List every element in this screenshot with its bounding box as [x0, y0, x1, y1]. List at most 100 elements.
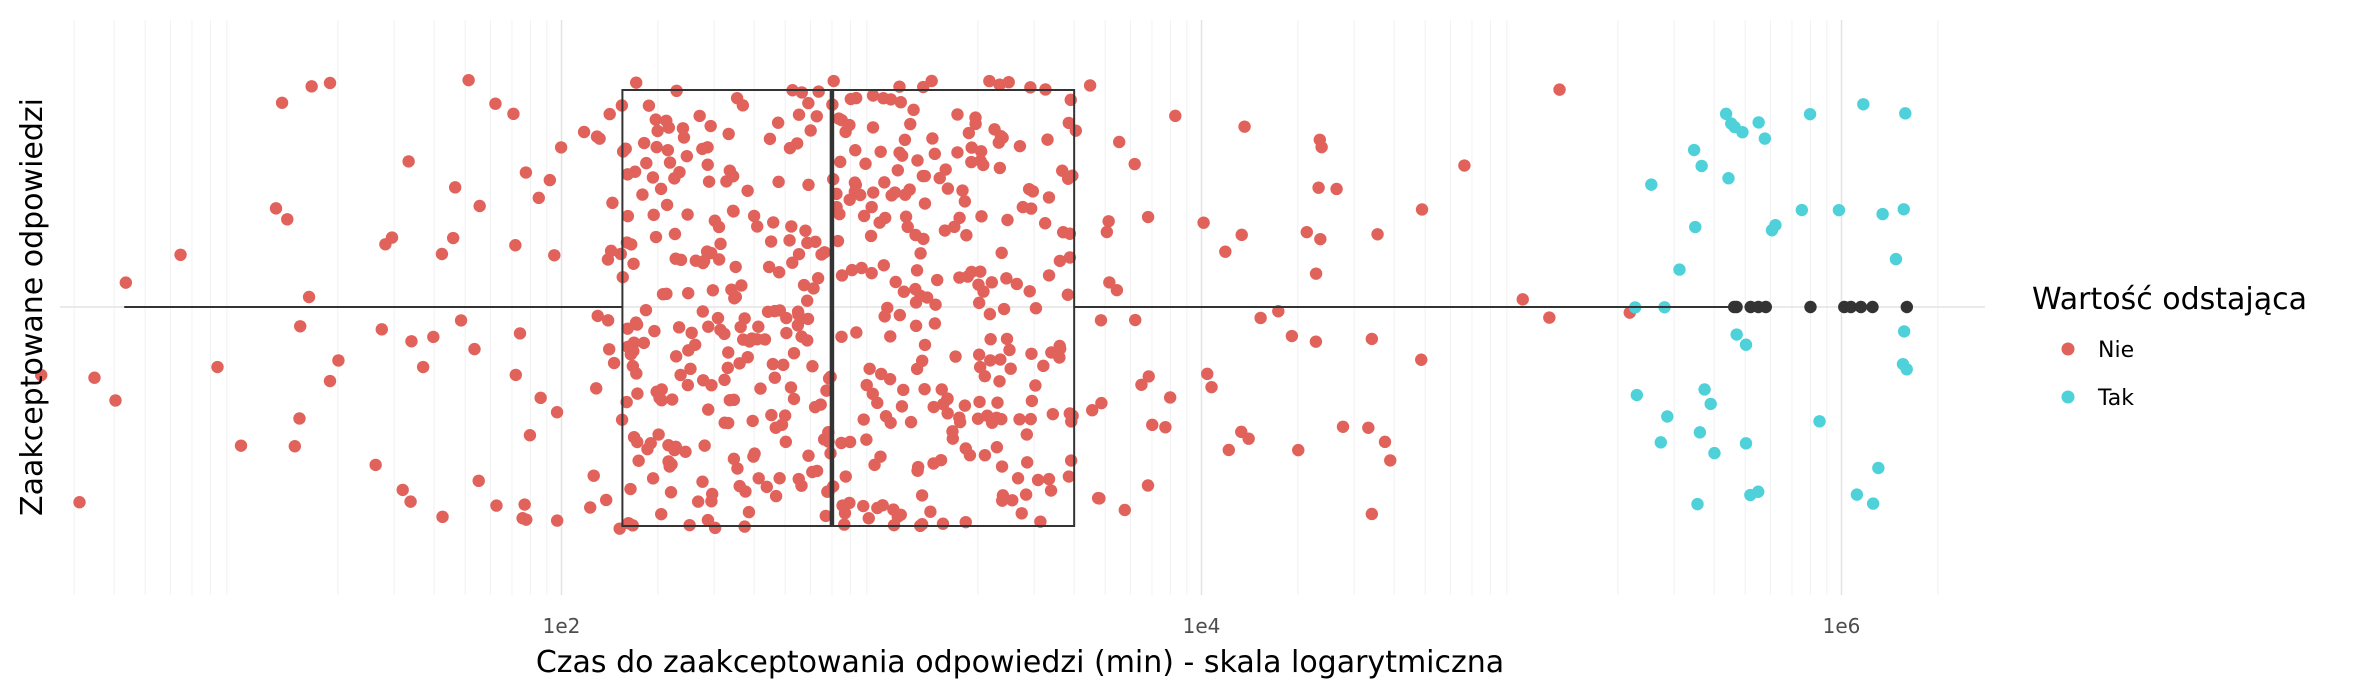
point-nie — [1029, 379, 1042, 392]
point-nie — [625, 238, 638, 251]
point-nie — [915, 518, 929, 531]
point-nie — [1037, 359, 1050, 373]
point-nie — [797, 278, 811, 292]
point-tak — [1795, 203, 1809, 217]
point-nie — [935, 383, 948, 396]
point-nie — [402, 155, 415, 168]
point-nie — [656, 287, 670, 301]
point-nie — [786, 256, 799, 269]
point-nie — [593, 132, 606, 145]
point-nie — [893, 80, 906, 93]
point-nie — [864, 229, 878, 243]
point-nie — [904, 117, 917, 131]
point-nie — [1000, 332, 1014, 346]
point-nie — [662, 121, 675, 134]
point-nie — [920, 291, 934, 304]
point-nie — [1029, 302, 1043, 315]
point-tak — [1719, 107, 1733, 121]
point-nie — [1024, 81, 1037, 94]
point-nie — [520, 513, 533, 526]
point-tak — [1722, 172, 1735, 185]
point-nie — [990, 441, 1004, 454]
point-nie — [827, 74, 840, 88]
point-nie — [448, 181, 462, 194]
point-nie — [819, 509, 832, 523]
point-nie — [866, 89, 880, 102]
point-nie — [751, 220, 764, 233]
point-nie — [691, 495, 705, 508]
point-nie — [1146, 418, 1159, 432]
point-nie — [685, 326, 698, 340]
point-nie — [855, 261, 868, 275]
point-nie — [874, 145, 887, 158]
point-nie — [878, 176, 891, 189]
point-nie — [778, 409, 792, 422]
point-nie — [795, 86, 809, 99]
point-nie — [674, 368, 687, 382]
point-nie — [726, 204, 740, 217]
point-tak — [1687, 143, 1701, 157]
point-nie — [801, 312, 815, 326]
point-nie — [661, 143, 675, 157]
point-nie — [734, 320, 747, 334]
point-tak — [1695, 159, 1708, 173]
point-nie — [857, 209, 871, 223]
point-nie — [969, 111, 982, 124]
point-nie — [772, 266, 786, 279]
point-nie — [975, 210, 988, 223]
point-nie — [660, 198, 674, 212]
point-tak — [1758, 132, 1772, 145]
point-nie — [752, 320, 765, 333]
point-nie — [396, 483, 409, 497]
legend-label-tak: Tak — [2097, 386, 2134, 411]
point-nie — [646, 171, 660, 184]
point-nie — [721, 416, 735, 430]
point-nie — [614, 247, 627, 261]
point-nie — [1083, 79, 1097, 92]
point-nie — [754, 382, 767, 395]
point-nie — [1062, 470, 1076, 483]
point-nie — [405, 335, 418, 348]
point-nie — [34, 368, 48, 382]
point-nie — [1128, 157, 1141, 171]
point-nie — [1384, 454, 1397, 467]
point-nie — [323, 76, 337, 90]
point-nie — [1543, 311, 1556, 324]
point-nie — [946, 432, 960, 445]
point-nie — [907, 103, 920, 117]
point-nie — [211, 360, 224, 374]
point-nie — [779, 435, 793, 449]
point-nie — [806, 360, 819, 373]
point-nie — [784, 381, 798, 394]
point-nie — [509, 239, 522, 252]
point-nie — [909, 319, 923, 333]
point-nie — [804, 124, 817, 137]
point-nie — [550, 406, 564, 419]
point-nie — [1100, 225, 1114, 239]
point-nie — [731, 462, 744, 475]
point-nie — [650, 140, 663, 154]
point-nie — [607, 356, 621, 370]
point-nie — [1142, 370, 1155, 383]
outlier-point — [1804, 300, 1817, 314]
point-nie — [958, 399, 972, 412]
point-nie — [679, 445, 692, 458]
point-nie — [748, 447, 761, 460]
point-nie — [711, 311, 725, 325]
point-tak — [1661, 410, 1674, 423]
point-nie — [631, 387, 644, 400]
point-nie — [630, 76, 643, 89]
point-nie — [733, 479, 746, 493]
point-nie — [454, 314, 468, 327]
point-nie — [293, 412, 306, 425]
point-tak — [1900, 363, 1913, 376]
point-nie — [735, 279, 748, 292]
point-nie — [914, 247, 927, 260]
point-nie — [704, 119, 717, 133]
point-nie — [712, 253, 726, 266]
point-nie — [767, 216, 780, 229]
point-nie — [806, 465, 819, 479]
point-nie — [696, 305, 709, 318]
point-nie — [866, 121, 880, 134]
point-nie — [379, 238, 392, 251]
